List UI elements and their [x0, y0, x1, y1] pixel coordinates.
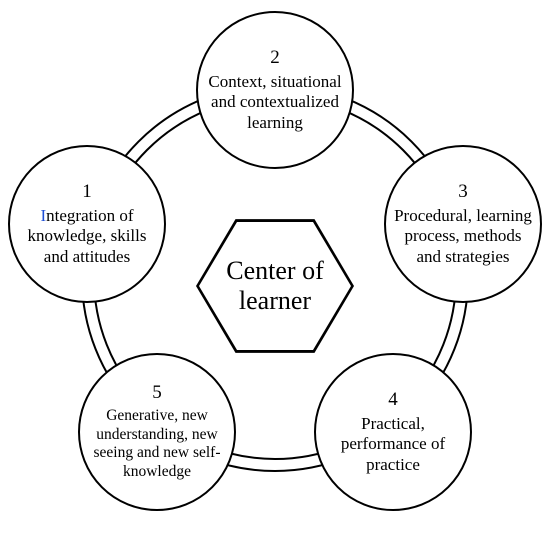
- node-3: 3Procedural, learning process, methods a…: [384, 145, 542, 303]
- node-5: 5Generative, new understanding, new seei…: [78, 353, 236, 511]
- node-1-number: 1: [82, 181, 92, 204]
- node-5-number: 5: [152, 382, 162, 405]
- node-2: 2Context, situational and contextualized…: [196, 11, 354, 169]
- node-2-label: Context, situational and contextualized …: [198, 72, 352, 133]
- node-5-label: Generative, new understanding, new seein…: [80, 407, 234, 481]
- node-4-label: Practical, performance of practice: [316, 414, 470, 475]
- node-3-number: 3: [458, 181, 468, 204]
- diagram-stage: Center of learner 1Integration of knowle…: [0, 0, 550, 535]
- node-2-number: 2: [270, 47, 280, 70]
- node-4: 4Practical, performance of practice: [314, 353, 472, 511]
- node-1-label: Integration of knowledge, skills and att…: [10, 206, 164, 267]
- node-1-accent-letter: I: [40, 206, 46, 225]
- node-4-number: 4: [388, 389, 398, 412]
- node-1: 1Integration of knowledge, skills and at…: [8, 145, 166, 303]
- center-label: Center of learner: [226, 256, 323, 316]
- node-3-label: Procedural, learning process, methods an…: [386, 206, 540, 267]
